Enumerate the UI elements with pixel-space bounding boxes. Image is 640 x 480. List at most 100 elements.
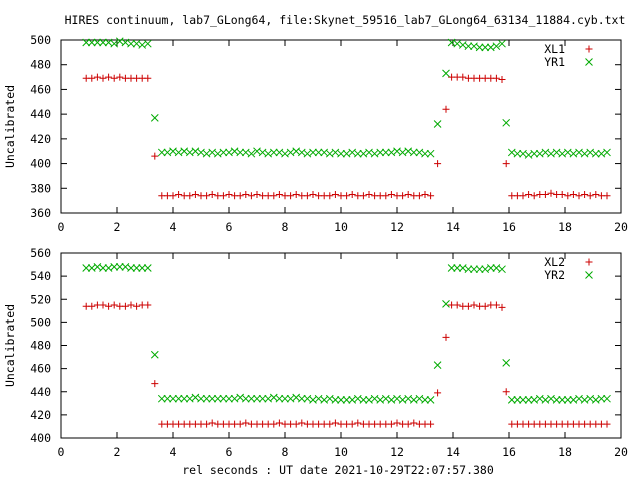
data-point-xl1 [586,192,594,200]
data-point-xl1 [219,192,227,200]
data-point-yr1 [530,149,539,158]
data-point-yr1 [309,148,317,157]
data-point-xl1 [343,192,351,200]
legend-label: YR2 [544,268,565,282]
data-point-yr2 [597,394,606,403]
x-tick-label: 14 [446,445,460,459]
data-point-xl1 [88,74,96,82]
data-point-xl1 [387,190,395,198]
y-tick-label: 540 [30,269,51,283]
data-point-xl2 [603,420,611,428]
data-point-xl1 [208,190,216,198]
data-point-xl1 [348,190,356,198]
data-point-xl1 [365,190,373,198]
data-point-yr2 [502,358,511,367]
data-point-yr2 [447,264,456,272]
data-point-xl1 [581,190,589,198]
data-point-yr2 [143,264,152,272]
x-tick-label: 4 [170,220,177,234]
data-point-xl2 [470,301,478,309]
x-tick-label: 6 [226,445,233,459]
y-tick-label: 520 [30,292,51,306]
data-point-yr2 [281,394,289,403]
data-point-yr2 [552,395,561,404]
y-tick-label: 380 [30,181,51,195]
data-point-yr2 [169,394,177,403]
data-point-yr1 [247,149,256,158]
data-point-xl2 [236,420,244,428]
data-point-xl1 [592,190,600,198]
y-tick-label: 400 [30,431,51,445]
data-point-xl2 [275,419,283,427]
data-point-xl2 [464,302,472,310]
data-point-xl2 [354,419,362,427]
data-point-xl2 [203,420,211,428]
data-point-xl1 [105,73,113,81]
bottom-chart-panel: 0 2 4 6 8 10 12 14 16 18 20 400 420 440 460 480 500 520 54… [3,246,628,459]
data-point-xl1 [169,192,177,200]
data-point-yr1 [99,38,107,47]
data-point-xl1 [399,192,407,200]
y-tick-label: 420 [30,132,51,146]
data-point-xl2 [410,419,418,427]
data-point-yr2 [150,350,159,359]
x-tick-label: 8 [282,220,289,234]
data-point-yr1 [269,148,278,157]
data-point-xl1 [421,190,429,198]
y-axis-label: Uncalibrated [3,85,17,168]
data-point-yr2 [258,394,267,403]
data-point-yr2 [110,263,119,271]
x-tick-label: 18 [558,220,572,234]
data-point-yr1 [143,39,152,48]
data-point-yr1 [492,42,501,51]
data-point-yr2 [213,394,222,403]
y-tick-label: 480 [30,58,51,72]
data-point-xl1 [247,192,255,200]
x-tick-label: 8 [282,445,289,459]
data-point-xl2 [292,420,300,428]
data-point-xl1 [492,74,500,82]
data-point-yr2 [433,361,442,370]
x-tick-label: 0 [58,445,65,459]
data-point-yr2 [163,394,172,403]
x-tick-label: 16 [502,445,516,459]
data-point-xl1 [525,190,533,198]
y-tick-label: 360 [30,206,51,220]
x-tick-label: 16 [502,220,516,234]
data-point-yr1 [603,148,611,157]
plot-frame [60,252,622,439]
x-tick-label: 10 [334,445,348,459]
x-tick-label: 12 [390,220,404,234]
data-point-xl1 [502,160,510,168]
data-point-xl1 [236,192,244,200]
data-point-yr1 [409,148,418,157]
data-point-xl2 [99,301,107,309]
data-point-xl2 [326,420,334,428]
data-point-yr2 [563,395,572,404]
chart-title: HIRES continuum, lab7_GLong64, file:Skyn… [65,13,626,27]
data-point-yr1 [219,148,228,157]
x-tick-label: 20 [614,445,628,459]
data-point-xl1 [569,190,577,198]
data-point-yr1 [376,148,385,157]
data-point-xl1 [326,192,334,200]
data-point-yr2 [241,394,250,403]
y-tick-label: 480 [30,339,51,353]
data-point-xl2 [110,301,118,309]
data-point-xl1 [253,190,261,198]
y-tick-label: 460 [30,362,51,376]
data-point-yr1 [513,149,522,158]
data-point-yr2 [421,395,429,404]
y-tick-label: 500 [30,315,51,329]
data-point-xl2 [133,302,141,310]
data-point-yr2 [127,264,135,272]
data-point-yr2 [486,264,495,272]
x-tick-label: 0 [58,220,65,234]
data-point-xl1 [382,192,390,200]
data-point-xl1 [404,190,412,198]
data-point-xl1 [151,152,159,160]
data-point-xl1 [242,190,250,198]
data-point-yr2 [275,394,284,403]
data-point-xl1 [275,190,283,198]
data-point-yr1 [426,149,435,158]
